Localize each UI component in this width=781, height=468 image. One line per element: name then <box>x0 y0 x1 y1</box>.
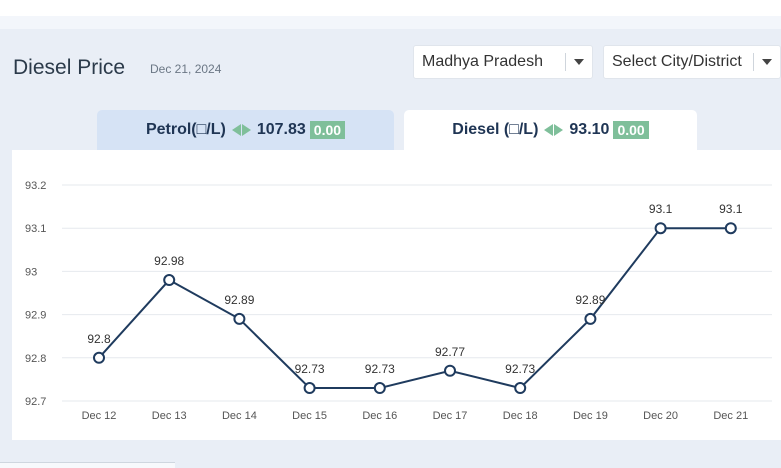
select-separator <box>753 53 754 71</box>
state-select[interactable]: Madhya Pradesh <box>413 45 593 79</box>
x-tick-label: Dec 15 <box>292 410 327 422</box>
data-point <box>654 222 667 235</box>
data-point <box>373 382 386 395</box>
x-tick-label: Dec 12 <box>82 410 117 422</box>
bottom-divider <box>0 462 175 468</box>
data-point <box>93 351 105 364</box>
y-tick-label: 93.2 <box>25 180 46 192</box>
city-select-label: Select City/District <box>612 53 742 70</box>
chart-panel: 92.7 92.8 92.9 93 93.1 93.2 Dec 12 Dec 13 Dec 14… <box>12 150 781 440</box>
select-separator <box>565 53 566 71</box>
data-label: 92.8 <box>87 332 111 346</box>
tab-petrol[interactable]: Petrol(□/L) 107.83 0.00 <box>97 110 394 150</box>
x-tick-label: Dec 16 <box>362 410 397 422</box>
data-label: 92.73 <box>295 362 325 376</box>
data-label: 92.73 <box>365 362 395 376</box>
diesel-price-chart: 92.7 92.8 92.9 93 93.1 93.2 Dec 12 Dec 13 Dec 14… <box>25 180 772 422</box>
x-tick-label: Dec 20 <box>643 410 678 422</box>
data-point <box>724 222 737 235</box>
top-strip <box>0 0 781 16</box>
data-label: 93.1 <box>719 202 743 216</box>
price-change-arrows-icon <box>231 124 251 136</box>
series-line <box>98 227 731 390</box>
y-tick-label: 92.8 <box>25 353 46 365</box>
data-point <box>233 312 246 325</box>
tab-diesel-price: 93.10 <box>569 121 610 138</box>
top-gap <box>0 16 781 29</box>
tab-petrol-label: Petrol(□/L) <box>145 121 226 138</box>
data-point <box>163 274 176 287</box>
price-date: Dec 21, 2024 <box>150 62 222 76</box>
data-label: 92.77 <box>435 345 465 359</box>
price-change-arrows-icon <box>544 124 564 136</box>
data-point <box>444 364 456 377</box>
x-tick-label: Dec 19 <box>573 410 608 422</box>
x-tick-label: Dec 13 <box>152 410 187 422</box>
diesel-change-badge: 0.00 <box>613 121 649 139</box>
chevron-down-icon[interactable] <box>754 59 780 65</box>
data-label: 92.89 <box>575 293 605 307</box>
x-tick-label: Dec 17 <box>433 410 468 422</box>
y-tick-label: 93.1 <box>25 223 46 235</box>
chevron-down-icon[interactable] <box>566 59 592 65</box>
data-point <box>584 312 597 325</box>
x-tick-label: Dec 18 <box>503 410 538 422</box>
x-tick-label: Dec 21 <box>713 410 748 422</box>
city-select[interactable]: Select City/District <box>603 45 781 79</box>
tab-diesel[interactable]: Diesel (□/L) 93.10 0.00 <box>404 110 697 150</box>
data-label: 92.73 <box>505 362 535 376</box>
tab-petrol-price: 107.83 <box>256 121 306 138</box>
y-tick-label: 92.7 <box>25 396 46 408</box>
page-title: Diesel Price <box>13 56 126 79</box>
tab-diesel-label: Diesel (□/L) <box>452 121 539 138</box>
data-label: 92.89 <box>224 293 254 307</box>
x-tick-label: Dec 14 <box>222 410 257 422</box>
state-select-label: Madhya Pradesh <box>422 53 543 70</box>
data-point <box>303 382 316 395</box>
y-tick-label: 93 <box>25 266 37 278</box>
data-point <box>514 382 527 395</box>
petrol-change-badge: 0.00 <box>309 121 346 139</box>
data-label: 93.1 <box>649 202 673 216</box>
data-label: 92.98 <box>154 254 184 268</box>
y-tick-label: 92.9 <box>25 310 46 322</box>
